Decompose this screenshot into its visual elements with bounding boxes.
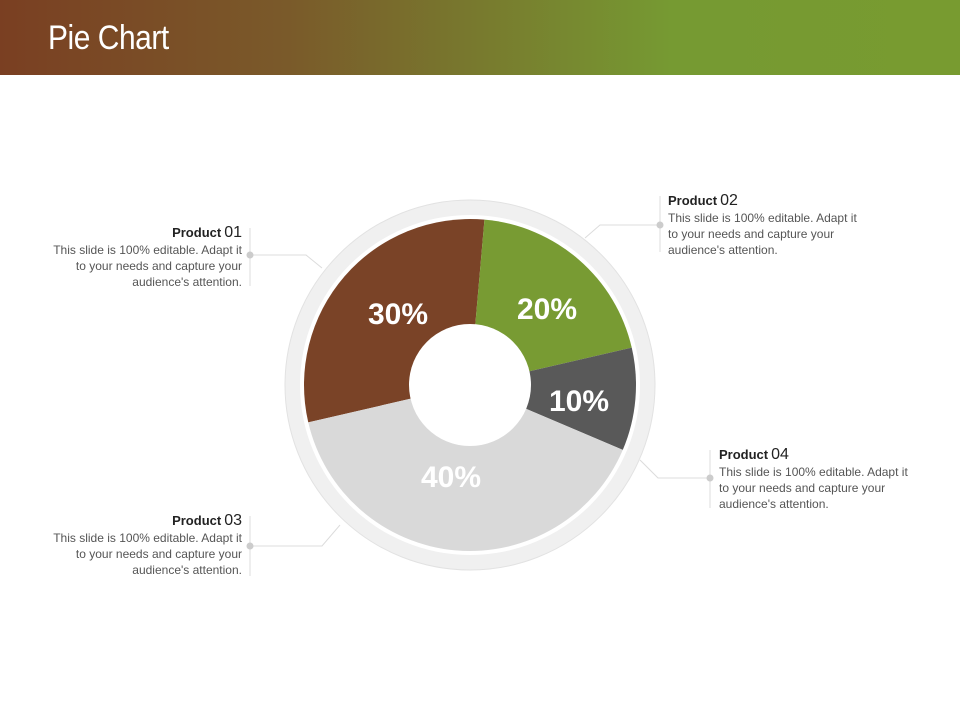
callout-number: 03 (224, 512, 242, 529)
callout-title-word: Product (172, 225, 222, 240)
callout-description: This slide is 100% editable. Adapt it to… (719, 465, 908, 511)
connector-p04 (639, 459, 710, 479)
slice-label-product-04: 10% (549, 385, 609, 418)
slice-label-product-01: 30% (368, 298, 428, 331)
slice-label-product-02: 20% (517, 293, 577, 326)
connector-dot-p02 (656, 221, 664, 229)
callout-product-03: Product 03 This slide is 100% editable. A… (42, 512, 242, 578)
callout-title-04: Product 04 (719, 446, 919, 464)
connector-p02 (584, 224, 660, 239)
pie-slice-product-04 (470, 347, 636, 450)
callout-product-01: Product 01 This slide is 100% editable. A… (42, 224, 242, 290)
page-title: Pie Chart (48, 19, 169, 57)
connector-p01 (250, 254, 323, 269)
callout-title-word: Product (668, 193, 718, 208)
labels-group: 30% 20% 10% 40% (368, 293, 609, 494)
pie-slice-product-03 (308, 385, 623, 551)
callout-description: This slide is 100% editable. Adapt it to… (53, 243, 242, 289)
slice-label-product-03: 40% (421, 461, 481, 494)
callout-title-02: Product 02 (668, 192, 868, 210)
callout-product-02: Product 02 This slide is 100% editable. A… (668, 192, 868, 258)
connector-dot-p03 (246, 542, 254, 550)
callout-title-word: Product (172, 513, 222, 528)
callout-title-03: Product 03 (42, 512, 242, 530)
callout-title-01: Product 01 (42, 224, 242, 242)
connector-dot-p01 (246, 251, 254, 259)
donut-hole (409, 324, 531, 446)
callout-number: 04 (771, 446, 789, 463)
callout-description: This slide is 100% editable. Adapt it to… (53, 531, 242, 577)
callout-number: 01 (224, 224, 242, 241)
callout-product-04: Product 04 This slide is 100% editable. A… (719, 446, 919, 512)
connector-p03 (250, 524, 341, 547)
connector-dot-p04 (706, 474, 714, 482)
callout-description: This slide is 100% editable. Adapt it to… (668, 211, 857, 257)
callout-number: 02 (720, 192, 738, 209)
header-bar: Pie Chart (0, 0, 960, 75)
callout-title-word: Product (719, 447, 769, 462)
